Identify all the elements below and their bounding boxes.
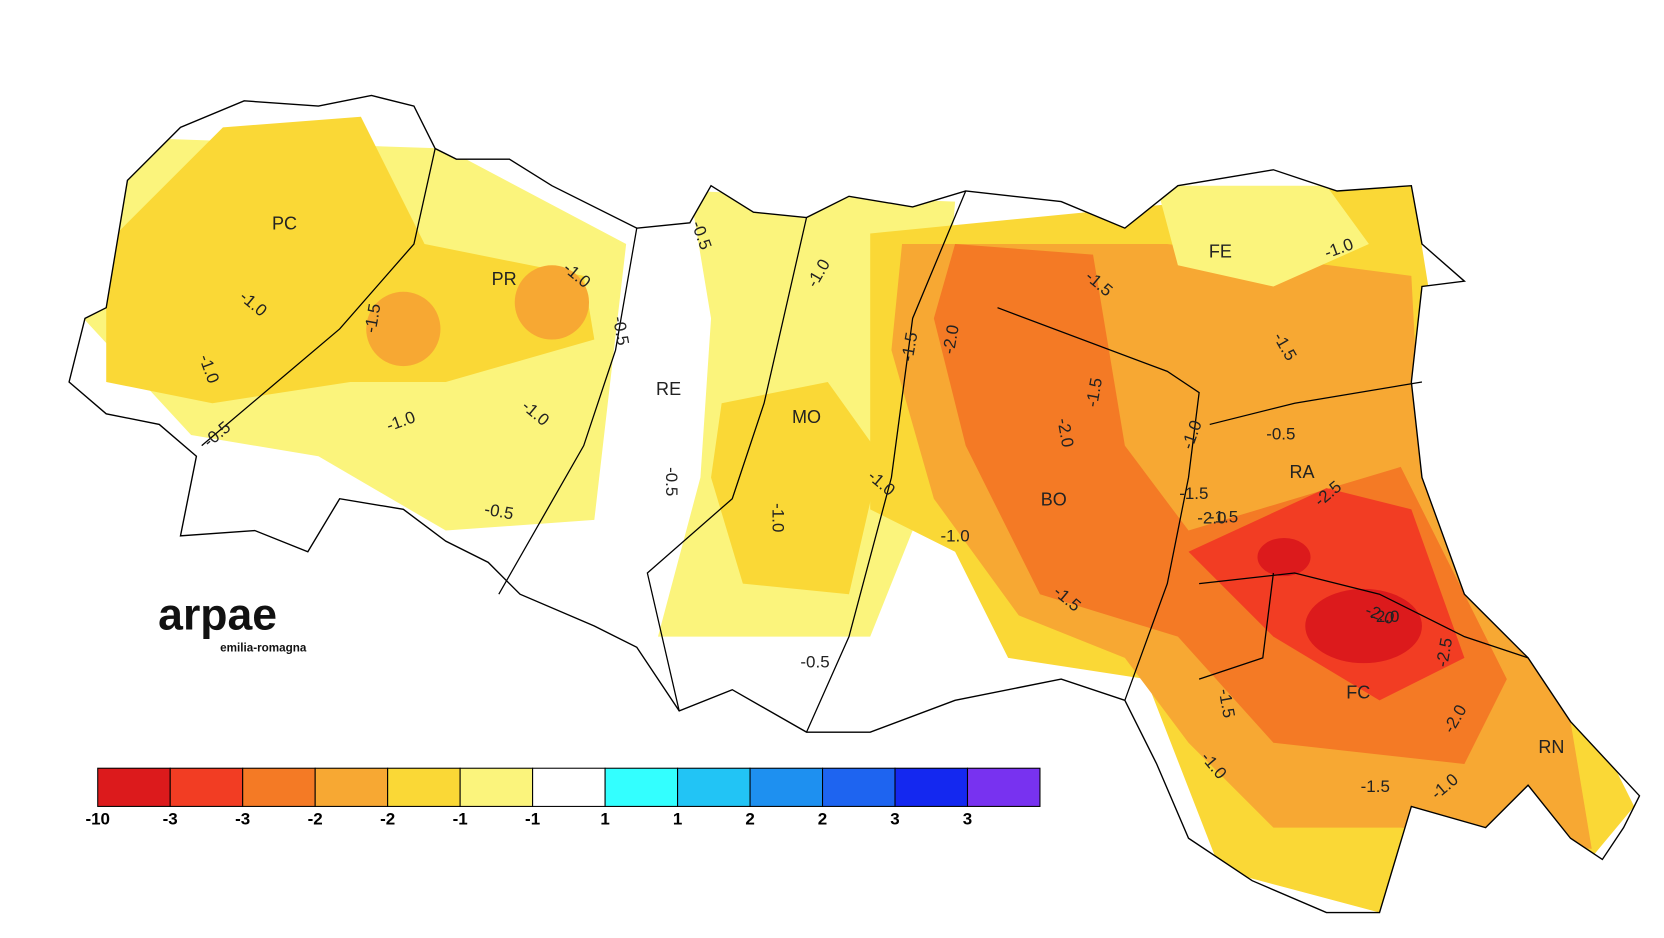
legend-swatch <box>314 767 389 807</box>
contour-label: -2.0 <box>1053 417 1077 449</box>
legend-swatch <box>97 767 171 807</box>
legend-label: -3 <box>163 810 178 829</box>
legend-label: -2 <box>380 810 395 829</box>
legend-swatch <box>459 767 534 807</box>
contour-label: -2.5 <box>1432 636 1456 668</box>
legend-label: 1 <box>600 810 609 829</box>
contour-label: -0.5 <box>662 467 681 496</box>
contour-label: -1.5 <box>1082 376 1106 408</box>
province-label: FE <box>1209 241 1232 261</box>
province-label: PC <box>272 214 297 234</box>
legend-label: 2 <box>818 810 827 829</box>
legend-swatch <box>822 767 896 807</box>
province-label: RA <box>1290 462 1315 482</box>
legend-swatch <box>749 767 824 807</box>
legend-swatch <box>966 767 1041 807</box>
legend-swatch <box>604 767 679 807</box>
legend-swatch <box>387 767 461 807</box>
province-borders <box>201 148 1529 733</box>
contour-label: -1.5 <box>1215 687 1239 719</box>
contour-label: -0.5 <box>800 653 829 672</box>
province-label: FC <box>1346 683 1370 703</box>
legend-label: -10 <box>85 810 110 829</box>
legend-label: 3 <box>890 810 899 829</box>
logo-name: arpae <box>158 590 277 639</box>
logo-region: emilia-romagna <box>220 641 307 654</box>
province-label: RE <box>656 379 681 399</box>
province-labels: PC PR RE MO BO FE RA FC RN <box>272 214 1564 757</box>
contour-label: -0.5 <box>609 315 633 347</box>
legend-swatch <box>532 767 606 807</box>
contour-label: -1.0 <box>768 503 787 532</box>
contour-label: -1.5 <box>361 302 385 334</box>
contour-label: -1.5 <box>1209 507 1238 526</box>
legend-swatch <box>169 767 244 807</box>
contour-label: -0.5 <box>483 500 515 524</box>
legend-swatch <box>894 767 969 807</box>
legend-label: -1 <box>525 810 540 829</box>
legend-label: -2 <box>308 810 323 829</box>
contour-label: -2.0 <box>1370 607 1399 626</box>
contour-label: -2.0 <box>939 323 963 355</box>
legend-label: 1 <box>673 810 682 829</box>
legend-swatch <box>242 767 316 807</box>
legend-swatch <box>677 767 751 807</box>
legend-label: 2 <box>745 810 754 829</box>
contour-label: -1.5 <box>1179 484 1208 503</box>
contour-label: -2.0 <box>1197 508 1226 527</box>
legend-label: 3 <box>963 810 972 829</box>
contour-label: -0.5 <box>1266 425 1295 444</box>
province-label: PR <box>492 269 517 289</box>
contour-label: -1.5 <box>898 331 922 363</box>
legend-label: -3 <box>235 810 250 829</box>
province-label: RN <box>1538 737 1564 757</box>
contour-label: -1.0 <box>940 526 969 545</box>
legend-label: -1 <box>453 810 468 829</box>
legend: -10 -3 -3 -2 -2 -1 -1 1 1 2 2 3 3 <box>85 767 1041 829</box>
contour-label: -1.5 <box>1361 777 1390 796</box>
province-label: MO <box>792 407 821 427</box>
province-label: BO <box>1041 490 1067 510</box>
